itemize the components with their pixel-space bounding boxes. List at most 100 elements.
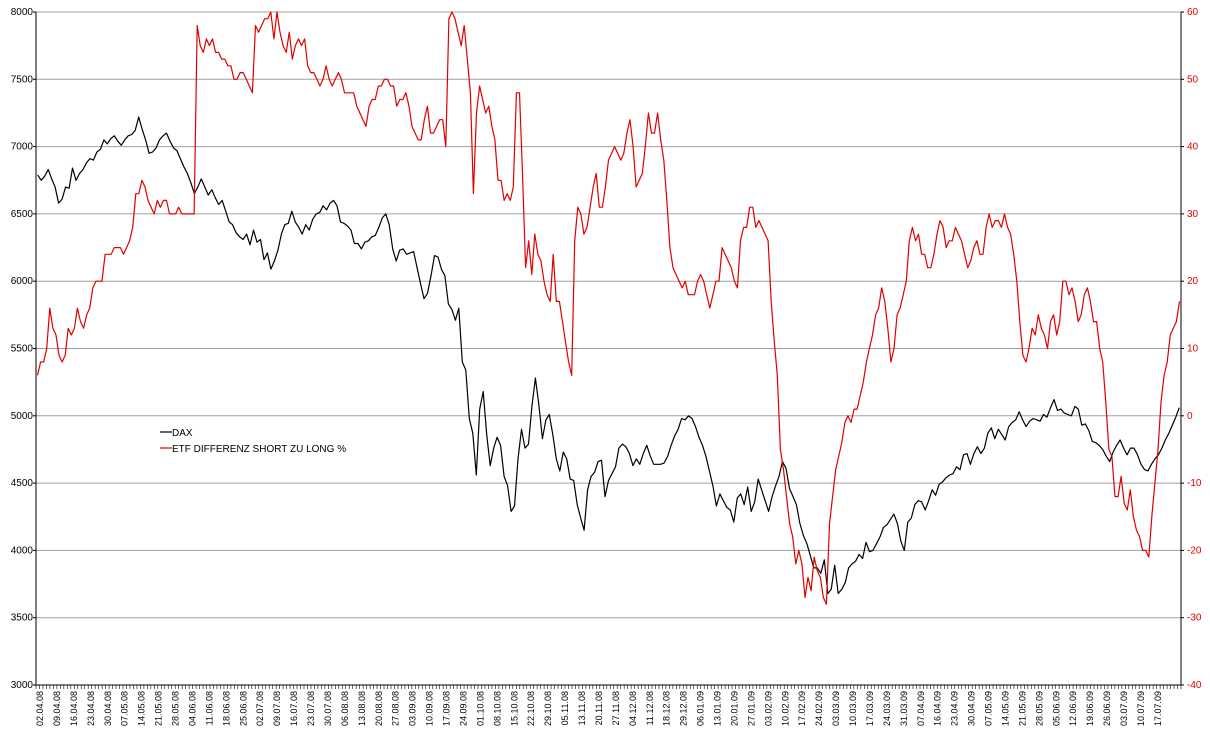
series-lines	[36, 11, 1181, 605]
right-tick-label: 60	[1187, 7, 1199, 18]
x-tick-label: 21.05.08	[154, 691, 164, 726]
left-tick-label: 3000	[11, 680, 34, 691]
x-tick-label: 24.02.09	[814, 691, 824, 726]
right-tick-label: -20	[1187, 545, 1202, 556]
x-tick-label: 17.07.09	[1153, 691, 1163, 726]
x-tick-label: 15.10.08	[509, 691, 519, 726]
x-tick-label: 20.11.08	[594, 691, 604, 725]
dax-series-line	[37, 116, 1180, 595]
right-tick-label: 20	[1187, 276, 1199, 287]
x-tick-label: 13.11.08	[577, 691, 587, 725]
x-tick-label: 25.06.08	[238, 691, 248, 726]
x-tick-label: 09.07.08	[272, 691, 282, 726]
axes	[33, 11, 1184, 689]
x-tick-label: 11.06.08	[204, 691, 214, 725]
x-tick-label: 03.02.09	[763, 691, 773, 726]
x-tick-label: 27.08.08	[391, 691, 401, 726]
left-axis-ticks: 3000 3500 4000 4500 5000 5500 6000 6500 7000 7500…	[11, 7, 34, 691]
x-tick-label: 03.09.08	[408, 691, 418, 726]
x-tick-label: 10.09.08	[425, 691, 435, 726]
x-tick-label: 02.04.08	[35, 691, 45, 726]
left-tick-label: 8000	[11, 7, 34, 18]
x-tick-label: 31.03.09	[899, 691, 909, 726]
x-tick-label: 20.08.08	[374, 691, 384, 726]
x-tick-label: 06.01.09	[696, 691, 706, 726]
right-tick-label: 50	[1187, 74, 1199, 85]
x-tick-label: 30.04.09	[967, 691, 977, 726]
x-tick-label: 27.11.08	[611, 691, 621, 725]
right-tick-label: 10	[1187, 344, 1199, 355]
left-tick-label: 3500	[11, 613, 34, 624]
x-tick-label: 20.01.09	[729, 691, 739, 726]
x-tick-label: 16.04.08	[69, 691, 79, 726]
x-tick-label: 23.04.08	[86, 691, 96, 726]
legend-etf-label: ETF DIFFERENZ SHORT ZU LONG %	[172, 444, 346, 455]
x-tick-label: 08.10.08	[492, 691, 502, 726]
right-axis-ticks: -40 -30 -20 -10 0 10 20 30 40 50 60	[1187, 7, 1202, 691]
legend-dax-label: DAX	[172, 428, 193, 439]
x-tick-label: 30.04.08	[103, 691, 113, 726]
right-tick-label: -40	[1187, 680, 1202, 691]
x-tick-label: 18.06.08	[221, 691, 231, 726]
left-tick-label: 7500	[11, 74, 34, 85]
etf-difference-series-line	[36, 11, 1181, 605]
x-tick-label: 03.03.09	[831, 691, 841, 726]
x-tick-label: 14.05.08	[137, 691, 147, 726]
x-tick-label: 12.06.09	[1068, 691, 1078, 726]
x-tick-label: 09.04.08	[52, 691, 62, 726]
legend: DAX ETF DIFFERENZ SHORT ZU LONG %	[160, 428, 346, 455]
right-tick-label: -10	[1187, 478, 1202, 489]
x-tick-label: 22.10.08	[526, 691, 536, 726]
x-tick-label: 07.04.09	[916, 691, 926, 726]
left-tick-label: 4000	[11, 545, 34, 556]
x-tick-label: 23.07.08	[306, 691, 316, 726]
x-tick-label: 24.03.09	[882, 691, 892, 726]
x-tick-label: 10.02.09	[780, 691, 790, 726]
x-tick-label: 07.05.08	[120, 691, 130, 726]
x-tick-label: 13.08.08	[357, 691, 367, 726]
x-tick-label: 01.10.08	[475, 691, 485, 726]
x-tick-label: 16.07.08	[289, 691, 299, 726]
x-tick-label: 30.07.08	[323, 691, 333, 726]
x-tick-label: 18.12.08	[662, 691, 672, 726]
x-tick-label: 10.03.09	[848, 691, 858, 726]
gridlines	[36, 11, 1181, 686]
x-tick-label: 17.03.09	[865, 691, 875, 726]
x-tick-label: 28.05.09	[1034, 691, 1044, 726]
right-tick-label: -30	[1187, 613, 1202, 624]
x-tick-label: 21.05.09	[1017, 691, 1027, 726]
x-tick-label: 10.07.09	[1136, 691, 1146, 726]
right-tick-label: 0	[1187, 411, 1193, 422]
x-tick-label: 17.09.08	[442, 691, 452, 726]
x-tick-label: 27.01.09	[746, 691, 756, 726]
x-tick-label: 24.09.08	[458, 691, 468, 726]
right-tick-label: 30	[1187, 209, 1199, 220]
left-tick-label: 6000	[11, 276, 34, 287]
x-tick-label: 04.12.08	[628, 691, 638, 726]
x-tick-label: 02.07.08	[255, 691, 265, 726]
x-tick-label: 23.04.09	[950, 691, 960, 726]
x-tick-label: 04.06.08	[187, 691, 197, 726]
x-tick-label: 28.05.08	[171, 691, 181, 726]
left-tick-label: 4500	[11, 478, 34, 489]
left-tick-label: 5000	[11, 411, 34, 422]
x-tick-label: 29.12.08	[679, 691, 689, 726]
x-tick-label: 07.05.09	[984, 691, 994, 726]
x-tick-label: 13.01.09	[713, 691, 723, 726]
x-tick-label: 19.06.09	[1085, 691, 1095, 726]
x-tick-label: 05.06.09	[1051, 691, 1061, 726]
x-tick-label: 17.02.09	[797, 691, 807, 726]
x-tick-label: 16.04.09	[933, 691, 943, 726]
x-tick-label: 29.10.08	[543, 691, 553, 726]
x-tick-label: 03.07.09	[1119, 691, 1129, 726]
x-tick-label: 11.12.08	[645, 691, 655, 725]
right-tick-label: 40	[1187, 142, 1199, 153]
x-tick-label: 06.08.08	[340, 691, 350, 726]
x-tick-label: 14.05.09	[1000, 691, 1010, 726]
x-axis-ticks: 02.04.08 09.04.08 16.04.08 23.04.08 30.04.08…	[35, 691, 1163, 726]
left-tick-label: 5500	[11, 344, 34, 355]
x-tick-label: 26.06.09	[1102, 691, 1112, 726]
